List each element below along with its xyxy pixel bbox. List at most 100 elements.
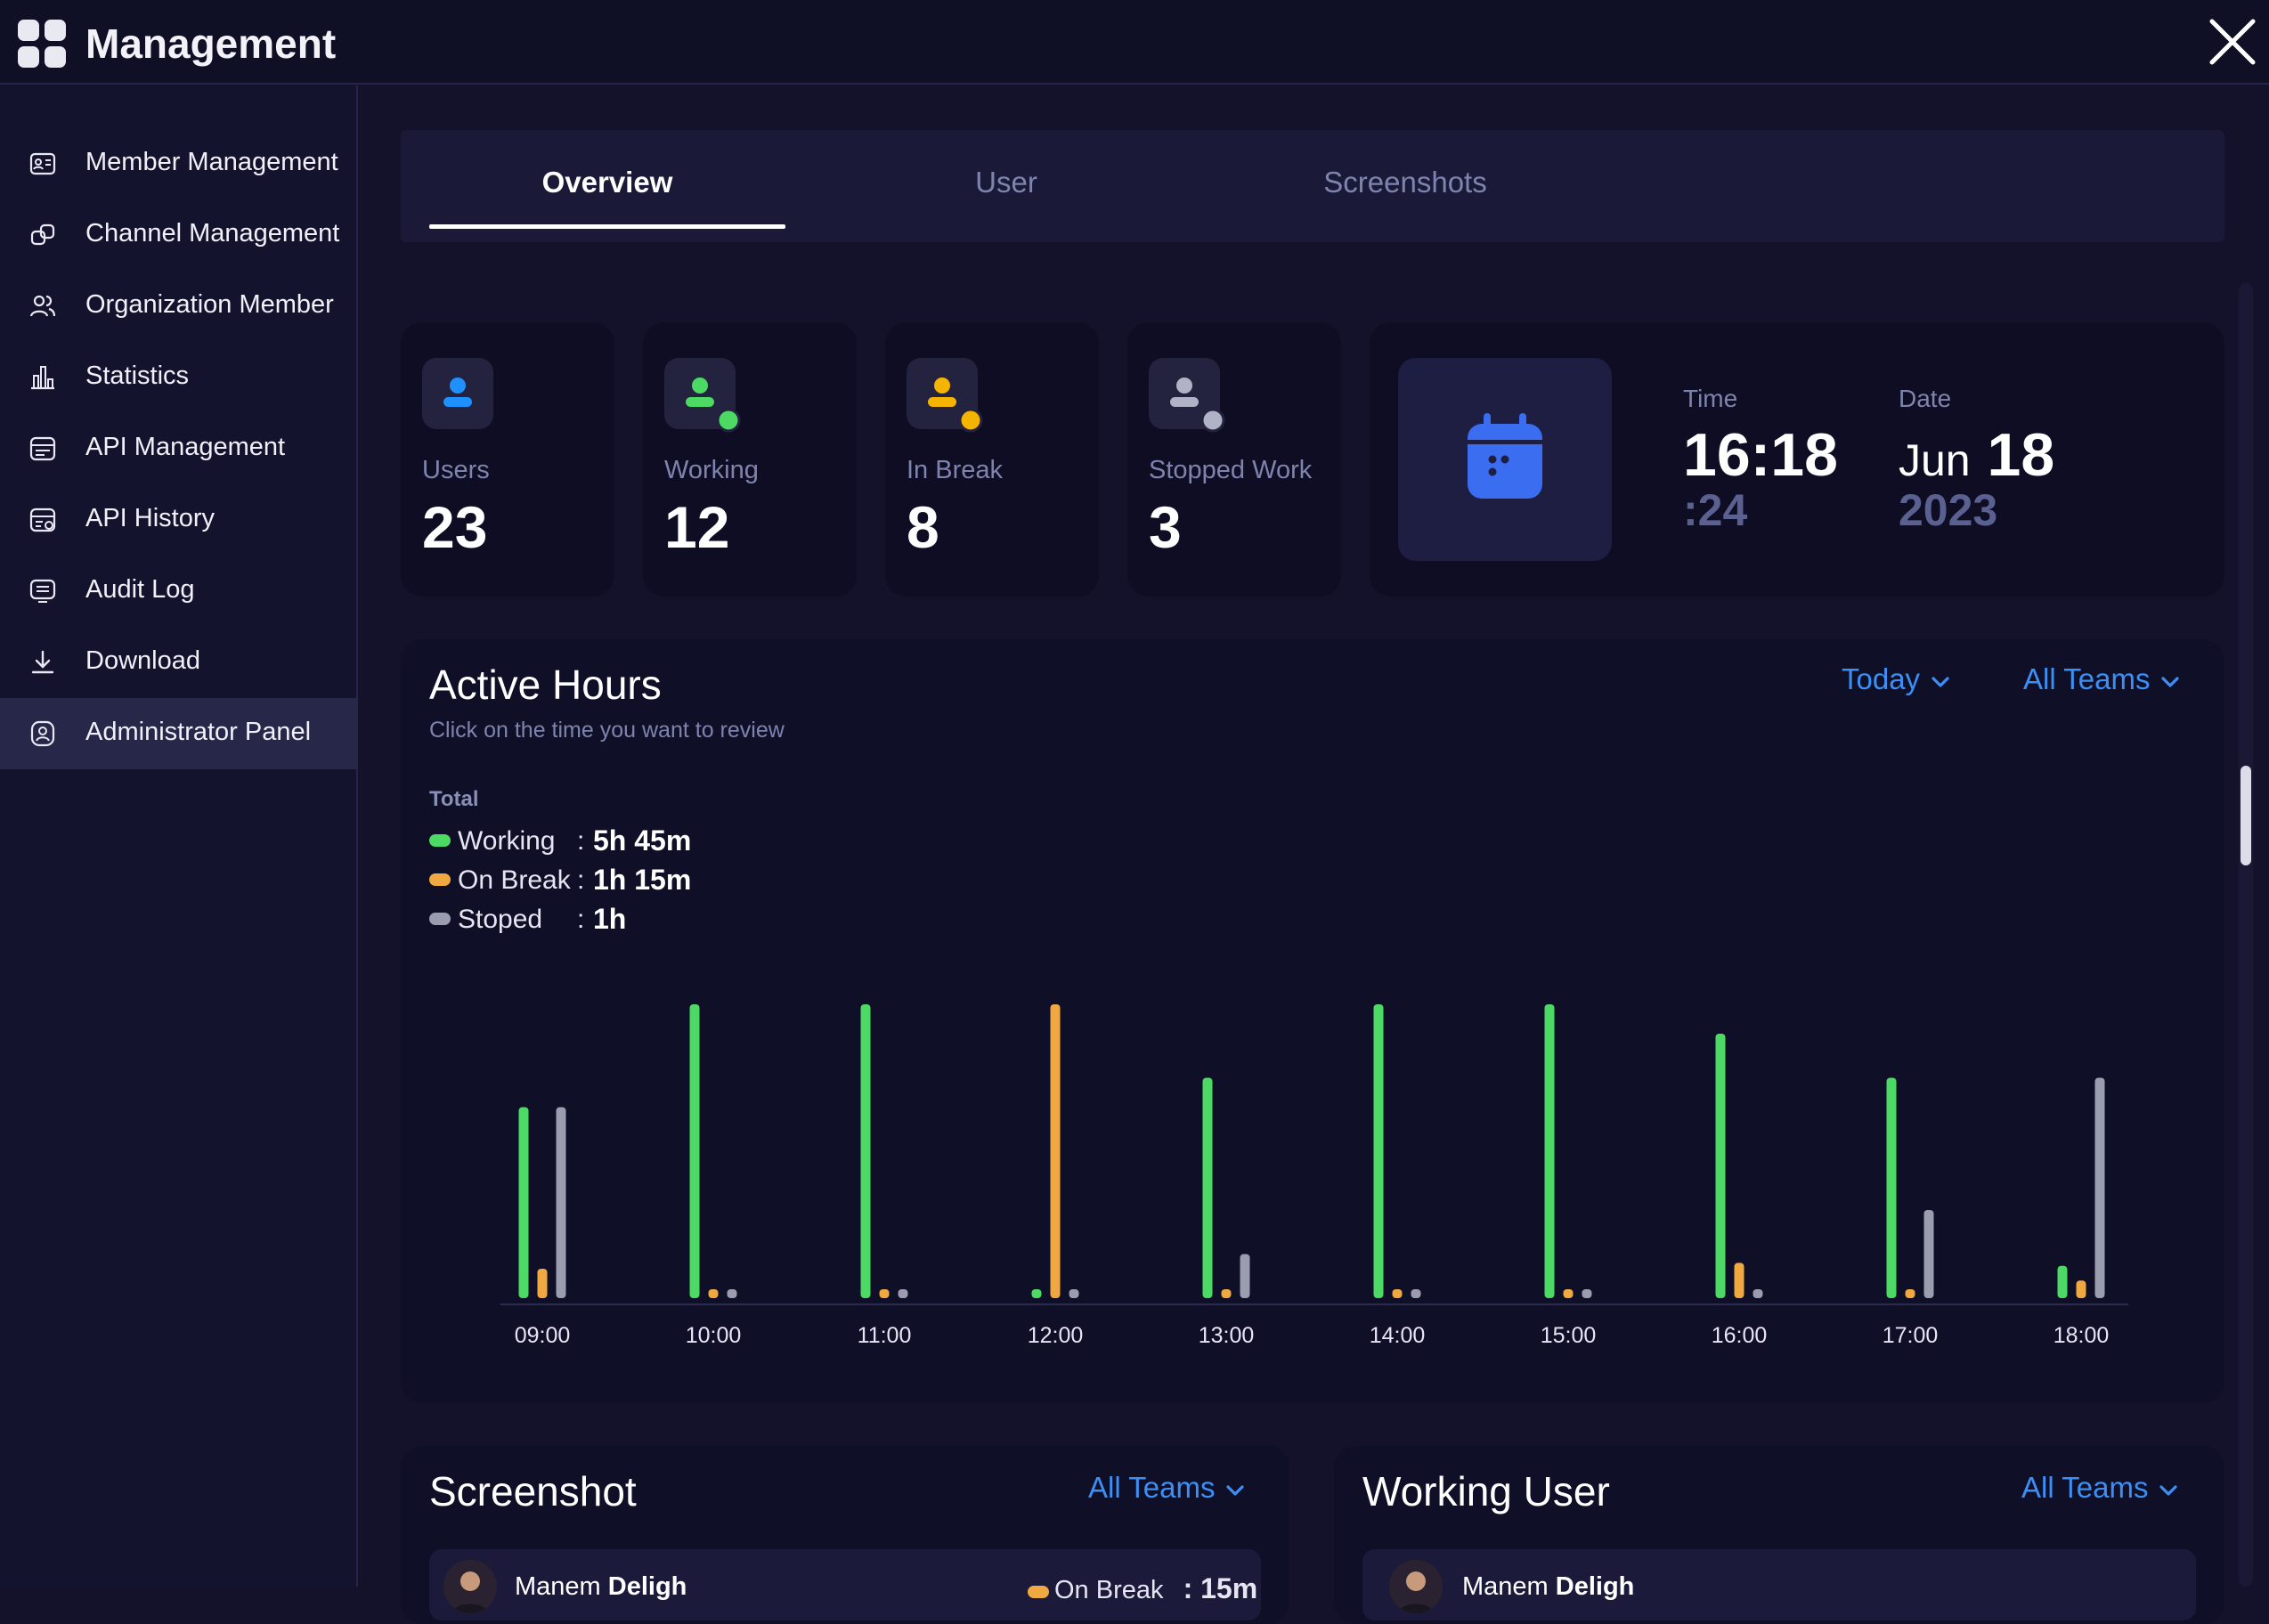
x-tick-label[interactable]: 13:00 xyxy=(1199,1323,1255,1348)
bar-working-1300[interactable] xyxy=(1202,1077,1213,1299)
sidebar-item-statistics[interactable]: Statistics xyxy=(0,342,358,413)
bar-working-1800[interactable] xyxy=(2057,1265,2068,1298)
sidebar-item-api-history[interactable]: API History xyxy=(0,484,358,556)
active-hours-card: Active Hours Click on the time you want … xyxy=(401,639,2224,1403)
chevron-down-icon xyxy=(1931,662,1950,696)
user-name: Manem Deligh xyxy=(1462,1572,1634,1602)
bar-working-1400[interactable] xyxy=(1373,1004,1384,1298)
stat-label: In Break xyxy=(907,456,1003,484)
bar-break-1100[interactable] xyxy=(879,1289,890,1298)
x-tick-label[interactable]: 18:00 xyxy=(2053,1323,2110,1348)
bar-stopped-1500[interactable] xyxy=(1582,1289,1592,1298)
bar-break-1700[interactable] xyxy=(1905,1289,1915,1298)
x-tick-label[interactable]: 15:00 xyxy=(1541,1323,1597,1348)
active-hours-chart[interactable]: 09:00 10:00 11:00 12:00 13:00 14:00 15:00 16:00… xyxy=(401,639,2224,1403)
bar-break-1000[interactable] xyxy=(708,1289,719,1298)
bar-working-1700[interactable] xyxy=(1886,1077,1897,1299)
scrollbar-thumb[interactable] xyxy=(2241,766,2251,865)
sidebar-item-administrator-panel[interactable]: Administrator Panel xyxy=(0,698,358,769)
bar-stopped-1800[interactable] xyxy=(2094,1077,2105,1299)
admin-icon xyxy=(30,720,55,747)
bar-chart-icon xyxy=(31,366,54,390)
active-tab-indicator xyxy=(429,224,785,229)
bar-working-1600[interactable] xyxy=(1715,1034,1726,1298)
avatar xyxy=(443,1560,497,1613)
users-icon xyxy=(29,295,56,317)
user-break-icon xyxy=(907,358,983,433)
tab-bar: Overview User Screenshots xyxy=(401,130,2224,242)
bar-working-1200[interactable] xyxy=(1031,1289,1042,1298)
x-tick-label[interactable]: 12:00 xyxy=(1028,1323,1084,1348)
bar-break-1600[interactable] xyxy=(1734,1263,1744,1298)
sidebar-item-label: Channel Management xyxy=(85,219,340,248)
period-filter-dropdown[interactable]: Today xyxy=(1842,662,1950,696)
list-item[interactable]: Manem Deligh On Break : 15m xyxy=(429,1549,1261,1620)
screenshot-team-filter[interactable]: All Teams xyxy=(1088,1471,1245,1505)
x-tick-label[interactable]: 10:00 xyxy=(686,1323,742,1348)
bar-break-1800[interactable] xyxy=(2076,1280,2086,1298)
x-tick-label[interactable]: 09:00 xyxy=(515,1323,571,1348)
stat-card-stopped-work: Stopped Work 3 xyxy=(1127,322,1341,597)
stat-label: Stopped Work xyxy=(1149,456,1313,484)
stat-card-in-break: In Break 8 xyxy=(885,322,1099,597)
legend-value: 5h 45m xyxy=(593,824,692,857)
app-title: Management xyxy=(85,20,337,67)
close-icon xyxy=(2209,19,2256,65)
sidebar-item-download[interactable]: Download xyxy=(0,627,358,698)
stat-card-working: Working 12 xyxy=(643,322,857,597)
user-name: Manem Deligh xyxy=(515,1572,687,1602)
bar-break-1400[interactable] xyxy=(1392,1289,1403,1298)
bar-working-0900[interactable] xyxy=(518,1107,529,1299)
bar-stopped-1000[interactable] xyxy=(727,1289,737,1298)
calendar-icon-box xyxy=(1398,358,1612,561)
bar-stopped-1700[interactable] xyxy=(1923,1210,1934,1298)
bar-stopped-1400[interactable] xyxy=(1411,1289,1421,1298)
bar-working-1500[interactable] xyxy=(1544,1004,1555,1298)
time-label: Time xyxy=(1683,385,1738,412)
x-tick-label[interactable]: 14:00 xyxy=(1370,1323,1426,1348)
date-label: Date xyxy=(1899,385,1952,412)
user-working-icon xyxy=(664,358,741,433)
close-button[interactable] xyxy=(2207,16,2258,68)
sidebar-item-api-management[interactable]: API Management xyxy=(0,413,358,484)
x-tick-label[interactable]: 17:00 xyxy=(1883,1323,1939,1348)
sidebar-item-member-management[interactable]: Member Management xyxy=(0,128,358,199)
bar-stopped-1600[interactable] xyxy=(1753,1289,1763,1298)
user-stopped-icon xyxy=(1149,358,1225,433)
bar-stopped-0900[interactable] xyxy=(556,1107,566,1299)
bar-stopped-1100[interactable] xyxy=(898,1289,908,1298)
sidebar-item-audit-log[interactable]: Audit Log xyxy=(0,556,358,627)
x-tick-label[interactable]: 16:00 xyxy=(1712,1323,1768,1348)
sidebar-item-channel-management[interactable]: Channel Management xyxy=(0,199,358,271)
first-name: Manem xyxy=(515,1572,601,1601)
bar-stopped-1300[interactable] xyxy=(1240,1254,1250,1299)
team-filter-dropdown[interactable]: All Teams xyxy=(2023,662,2180,696)
bar-break-1500[interactable] xyxy=(1563,1289,1574,1298)
sidebar-item-organization-member[interactable]: Organization Member xyxy=(0,271,358,342)
stat-value: 12 xyxy=(664,494,730,560)
tab-user[interactable]: User xyxy=(975,166,1037,199)
user-icon xyxy=(422,358,493,429)
last-name: Deligh xyxy=(607,1572,687,1601)
sidebar-item-label: Statistics xyxy=(85,361,190,390)
bar-break-1200[interactable] xyxy=(1050,1004,1061,1298)
legend-value: 1h 15m xyxy=(593,864,692,896)
bar-break-0900[interactable] xyxy=(537,1269,548,1298)
scrollbar-track[interactable] xyxy=(2239,283,2253,1587)
bar-stopped-1200[interactable] xyxy=(1069,1289,1079,1298)
tab-overview[interactable]: Overview xyxy=(541,166,673,199)
active-hours-title: Active Hours xyxy=(429,662,662,708)
bar-working-1000[interactable] xyxy=(689,1004,700,1298)
date-year: 2023 xyxy=(1899,485,1998,535)
bar-working-1100[interactable] xyxy=(860,1004,871,1298)
x-tick-label[interactable]: 11:00 xyxy=(858,1323,912,1348)
sidebar-item-label: Administrator Panel xyxy=(85,718,312,746)
sidebar-item-label: Audit Log xyxy=(85,575,195,604)
list-item[interactable]: Manem Deligh xyxy=(1362,1549,2196,1620)
working-user-team-filter[interactable]: All Teams xyxy=(2021,1471,2178,1505)
stat-value: 3 xyxy=(1149,494,1182,560)
screenshot-title: Screenshot xyxy=(429,1468,637,1514)
working-user-title: Working User xyxy=(1362,1468,1610,1514)
bar-break-1300[interactable] xyxy=(1221,1289,1232,1298)
tab-screenshots[interactable]: Screenshots xyxy=(1323,166,1487,199)
